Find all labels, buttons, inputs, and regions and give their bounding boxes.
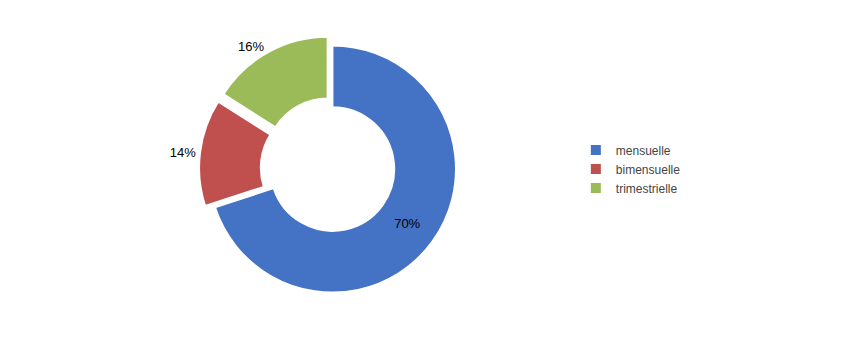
svg-text:16%: 16% — [238, 39, 264, 54]
svg-text:14%: 14% — [170, 145, 196, 160]
svg-text:bimensuelle: bimensuelle — [616, 163, 680, 177]
svg-text:70%: 70% — [394, 216, 420, 231]
svg-text:trimestrielle: trimestrielle — [616, 182, 678, 196]
svg-text:mensuelle: mensuelle — [616, 144, 671, 158]
